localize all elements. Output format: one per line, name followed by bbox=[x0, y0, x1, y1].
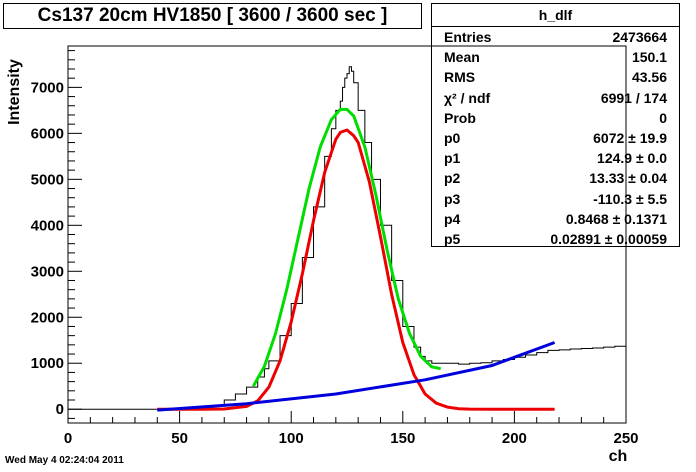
chart-title: Cs137 20cm HV1850 [ 3600 / 3600 sec ] bbox=[3, 3, 422, 29]
y-tick-label: 4000 bbox=[31, 217, 64, 234]
x-tick-label: 200 bbox=[502, 430, 527, 447]
stats-row: Mean 150.1 bbox=[432, 47, 679, 67]
stats-key: p3 bbox=[444, 190, 461, 207]
stats-key: p5 bbox=[444, 230, 461, 247]
y-axis-label: Intensity bbox=[6, 59, 23, 125]
y-tick-label: 3000 bbox=[31, 263, 64, 280]
stats-key: p2 bbox=[444, 170, 461, 187]
stats-value: 43.56 bbox=[631, 69, 667, 86]
stats-key: Mean bbox=[444, 49, 480, 66]
stats-value: 13.33 ± 0.04 bbox=[589, 170, 667, 187]
stats-value: 0.8468 ± 0.1371 bbox=[565, 210, 667, 227]
y-tick-label: 1000 bbox=[31, 355, 64, 372]
stats-rows: Entries 2473664 Mean 150.1 RMS 43.56 χ² / ndf 6… bbox=[432, 27, 679, 249]
y-tick-label: 6000 bbox=[31, 125, 64, 142]
stats-row: p0 6072 ± 19.9 bbox=[432, 128, 679, 148]
stats-key: p1 bbox=[444, 150, 461, 167]
y-tick-label: 7000 bbox=[31, 79, 64, 96]
stats-row: p1 124.9 ± 0.0 bbox=[432, 148, 679, 168]
stats-title: h_dlf bbox=[432, 4, 679, 27]
stats-value: 150.1 bbox=[631, 49, 667, 66]
stats-row: Prob 0 bbox=[432, 108, 679, 128]
plot-area bbox=[67, 45, 627, 424]
y-tick-label: 0 bbox=[56, 401, 64, 418]
fit-curve-0 bbox=[251, 107, 441, 387]
stats-value: 6072 ± 19.9 bbox=[593, 129, 667, 146]
stats-value: 0 bbox=[659, 109, 667, 126]
x-axis-label: ch bbox=[609, 448, 628, 465]
plot-axes: 0 50 100 150 200 250 0 1000 2000 3000 4000 5000 6000… bbox=[31, 50, 639, 447]
stats-key: p0 bbox=[444, 129, 461, 146]
fit-curve-1 bbox=[157, 128, 555, 411]
stats-row: p3 -110.3 ± 5.5 bbox=[432, 189, 679, 209]
histogram-line bbox=[68, 66, 627, 410]
stats-value: 6991 / 174 bbox=[600, 89, 667, 106]
stats-key: p4 bbox=[444, 210, 461, 227]
stats-row: Entries 2473664 bbox=[432, 27, 679, 47]
stats-key: RMS bbox=[444, 69, 476, 86]
stats-key: Prob bbox=[444, 109, 476, 126]
y-tick-label: 2000 bbox=[31, 309, 64, 326]
y-tick-label: 5000 bbox=[31, 171, 64, 188]
fit-curve-2 bbox=[157, 341, 556, 412]
stats-row: p2 13.33 ± 0.04 bbox=[432, 168, 679, 188]
x-tick-label: 250 bbox=[613, 430, 638, 447]
stats-row: RMS 43.56 bbox=[432, 67, 679, 87]
plot-frame bbox=[67, 45, 627, 424]
stats-box: h_dlf Entries 2473664 Mean 150.1 RMS 43.56 χ² … bbox=[431, 3, 680, 247]
plot-curves bbox=[68, 66, 627, 412]
x-tick-label: 50 bbox=[171, 430, 188, 447]
stats-key: χ² / ndf bbox=[444, 89, 491, 106]
x-tick-label: 0 bbox=[64, 430, 72, 447]
timestamp-footer: Wed May 4 02:24:04 2011 bbox=[5, 455, 124, 466]
stats-row: χ² / ndf 6991 / 174 bbox=[432, 88, 679, 108]
stats-value: 0.02891 ± 0.00059 bbox=[550, 230, 667, 247]
stats-row: p5 0.02891 ± 0.00059 bbox=[432, 229, 679, 249]
stats-value: 124.9 ± 0.0 bbox=[597, 150, 667, 167]
x-tick-label: 100 bbox=[279, 430, 304, 447]
x-tick-label: 150 bbox=[390, 430, 415, 447]
stats-value: -110.3 ± 5.5 bbox=[593, 190, 667, 207]
stats-value: 2473664 bbox=[612, 29, 667, 45]
stats-row: p4 0.8468 ± 0.1371 bbox=[432, 209, 679, 229]
stats-key: Entries bbox=[444, 29, 492, 45]
